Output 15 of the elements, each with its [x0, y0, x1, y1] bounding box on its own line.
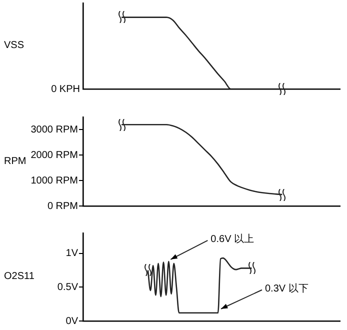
line-series	[120, 124, 283, 196]
y-tick-label: 1V	[66, 248, 78, 260]
line-series	[147, 257, 252, 314]
text: 0 KPH	[51, 84, 80, 95]
annotation: 0.3V 以下	[264, 282, 308, 295]
y-axis-title: VSS	[4, 39, 24, 53]
y-tick-label: 3000 RPM	[30, 124, 78, 136]
annotation: 0.6V 以上	[210, 233, 254, 246]
y-tick-label: 1000 RPM	[30, 175, 78, 186]
y-tick-label: 2000 RPM	[30, 150, 78, 161]
y-axis-title: O2S11	[4, 270, 34, 284]
y-tick-label: 0 RPM	[47, 200, 78, 212]
y-tick-label: 0.5V	[57, 282, 78, 293]
y-tick-label: 0V	[66, 316, 78, 327]
y-axis-title: RPM	[4, 154, 26, 168]
